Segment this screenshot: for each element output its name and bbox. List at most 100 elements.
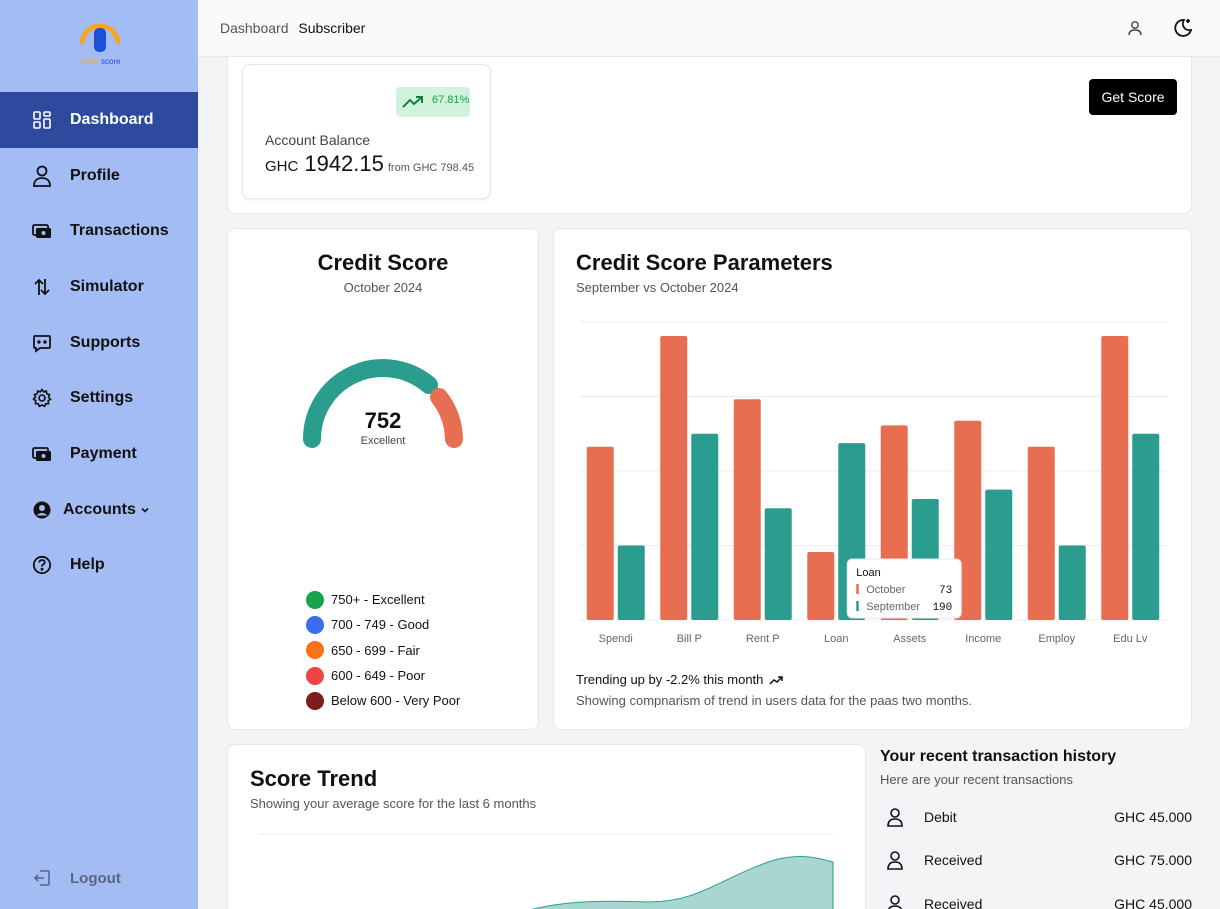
breadcrumb-item-subscriber: Subscriber bbox=[298, 20, 366, 36]
chevron-down-icon bbox=[140, 505, 150, 515]
sidebar-item-label: Profile bbox=[70, 166, 120, 184]
get-score-button[interactable]: Get Score bbox=[1089, 79, 1177, 115]
tooltip-series-label: October bbox=[866, 584, 905, 596]
tooltip-swatch bbox=[856, 584, 859, 594]
bar-september[interactable] bbox=[691, 433, 719, 620]
trending-up-icon bbox=[402, 95, 424, 109]
legend-label: 750+ - Excellent bbox=[331, 592, 425, 608]
bar-october[interactable] bbox=[733, 399, 761, 620]
bar-september[interactable] bbox=[1132, 433, 1160, 620]
legend-item: 750+ - Excellent bbox=[306, 587, 460, 612]
transactions-subtitle: Here are your recent transactions bbox=[880, 772, 1073, 787]
sidebar-item-simulator[interactable]: Simulator bbox=[0, 259, 198, 315]
balance-from: from GHC 798.45 bbox=[387, 162, 475, 174]
bar-september[interactable] bbox=[985, 489, 1013, 620]
sidebar: credit score Dashboard Profile Transacti… bbox=[0, 0, 198, 909]
sidebar-item-payment[interactable]: Payment bbox=[0, 426, 198, 482]
logout-icon bbox=[30, 866, 54, 890]
tooltip-title: Loan bbox=[856, 567, 880, 579]
credit-score-gauge bbox=[303, 359, 463, 448]
bar-september[interactable] bbox=[1058, 545, 1086, 621]
balance-card: 67.81% Account Balance GHC 1942.15 from … bbox=[242, 64, 491, 199]
transaction-amount: GHC 45.000 bbox=[1114, 895, 1192, 909]
logout-button[interactable]: Logout bbox=[30, 866, 121, 890]
user-icon bbox=[880, 845, 910, 876]
user-icon bbox=[30, 164, 54, 188]
credit-score-title: Credit Score bbox=[317, 250, 449, 275]
balance-row: GHC 1942.15 from GHC 798.45 bbox=[265, 151, 474, 177]
bar-september[interactable] bbox=[617, 545, 645, 621]
chat-icon bbox=[30, 331, 54, 355]
sidebar-item-label: Dashboard bbox=[70, 110, 154, 128]
trend-text: Trending up by -2.2% this month bbox=[576, 672, 764, 687]
transactions-title: Your recent transaction history bbox=[880, 748, 1117, 765]
logout-label: Logout bbox=[70, 869, 121, 887]
sidebar-item-label: Help bbox=[70, 556, 105, 574]
bar-october[interactable] bbox=[807, 552, 835, 620]
x-tick-label: Rent P bbox=[746, 633, 780, 645]
trending-up-icon bbox=[769, 675, 784, 685]
tooltip-swatch bbox=[856, 601, 859, 611]
transaction-row[interactable]: Received GHC 75.000 bbox=[880, 839, 1192, 883]
app-logo[interactable]: credit score bbox=[76, 18, 124, 66]
parameters-title: Credit Score Parameters bbox=[576, 250, 833, 275]
recent-transactions: Your recent transaction history Here are… bbox=[880, 744, 1192, 909]
tooltip-value: 73 bbox=[939, 585, 952, 597]
sidebar-item-supports[interactable]: Supports bbox=[0, 315, 198, 371]
breadcrumb-item-dashboard[interactable]: Dashboard bbox=[220, 20, 289, 36]
parameters-bar-chart: Spendi Bill P Rent P Loan Assets Income Employ… bbox=[579, 321, 1167, 645]
score-trend-title: Score Trend bbox=[250, 766, 378, 791]
bar-september[interactable] bbox=[764, 508, 792, 620]
user-icon[interactable] bbox=[1123, 16, 1147, 40]
sidebar-item-profile[interactable]: Profile bbox=[0, 148, 198, 204]
help-icon bbox=[30, 553, 54, 577]
score-trend-card: Score Trend Showing your average score f… bbox=[227, 744, 866, 909]
transaction-type: Received bbox=[924, 852, 983, 869]
svg-text:credit: credit bbox=[79, 57, 99, 66]
balance-label: Account Balance bbox=[265, 132, 371, 148]
trend-percent: 67.81% bbox=[432, 94, 470, 106]
sidebar-item-transactions[interactable]: Transactions bbox=[0, 203, 198, 259]
sidebar-item-dashboard[interactable]: Dashboard bbox=[0, 92, 198, 148]
transactions-list: Debit GHC 45.000 Received GHC 75.000 Rec… bbox=[880, 795, 1192, 909]
credit-score-parameters-card: Credit Score Parameters September vs Oct… bbox=[553, 228, 1192, 730]
parameters-subtitle: September vs October 2024 bbox=[576, 280, 739, 295]
credit-score-card: Credit Score October 2024 752 Excellent … bbox=[227, 228, 539, 730]
sidebar-item-accounts[interactable]: Accounts bbox=[0, 482, 198, 538]
user-icon bbox=[880, 888, 910, 909]
arrows-icon bbox=[30, 275, 54, 299]
trend-description: Showing compnarism of trend in users dat… bbox=[576, 693, 972, 708]
bar-october[interactable] bbox=[660, 335, 688, 620]
x-tick-label: Bill P bbox=[677, 633, 702, 645]
legend-item: 650 - 699 - Fair bbox=[306, 638, 460, 663]
x-tick-label: Assets bbox=[893, 633, 927, 645]
credit-score-subtitle: October 2024 bbox=[343, 280, 423, 295]
user-circle-icon bbox=[30, 498, 54, 522]
svg-text:score: score bbox=[101, 57, 121, 66]
tooltip-series-label: September bbox=[866, 601, 920, 613]
theme-toggle-icon[interactable] bbox=[1171, 16, 1195, 40]
x-tick-label: Income bbox=[965, 633, 1001, 645]
score-legend: 750+ - Excellent 700 - 749 - Good 650 - … bbox=[306, 587, 460, 713]
bar-october[interactable] bbox=[1101, 335, 1129, 620]
x-tick-label: Edu Lv bbox=[1113, 633, 1148, 645]
gear-icon bbox=[30, 386, 54, 410]
legend-label: 650 - 699 - Fair bbox=[331, 642, 420, 658]
balance-amount: 1942.15 bbox=[304, 151, 384, 176]
bar-october[interactable] bbox=[1027, 446, 1055, 620]
sidebar-item-help[interactable]: Help bbox=[0, 538, 198, 594]
transaction-type: Debit bbox=[924, 808, 957, 825]
x-tick-label: Employ bbox=[1038, 633, 1075, 645]
legend-dot bbox=[306, 615, 324, 634]
sidebar-item-label: Simulator bbox=[70, 277, 144, 295]
sidebar-item-settings[interactable]: Settings bbox=[0, 370, 198, 426]
gauge-arc-remaining bbox=[430, 388, 463, 448]
score-trend-area-chart bbox=[258, 833, 834, 909]
transaction-row[interactable]: Debit GHC 45.000 bbox=[880, 795, 1192, 839]
sidebar-item-label: Accounts bbox=[63, 500, 136, 518]
transaction-type: Received bbox=[924, 895, 983, 909]
sidebar-item-label: Transactions bbox=[70, 222, 169, 240]
user-icon bbox=[880, 801, 910, 832]
bar-october[interactable] bbox=[586, 446, 614, 620]
transaction-row[interactable]: Received GHC 45.000 bbox=[880, 882, 1192, 909]
